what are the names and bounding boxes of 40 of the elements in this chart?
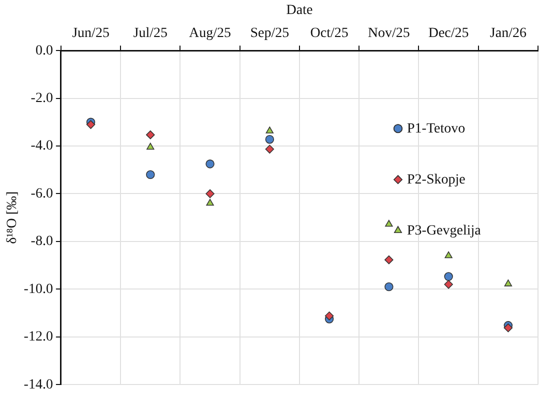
x-tick-label: Jun/25	[72, 26, 110, 41]
x-axis-title: Date	[286, 3, 313, 18]
point	[384, 255, 394, 264]
y-tick-label: -10.0	[24, 282, 53, 297]
y-tick-label: -14.0	[24, 377, 53, 392]
point	[265, 134, 274, 144]
y-tick-label: -12.0	[24, 330, 53, 345]
y-tick-label: -4.0	[30, 138, 53, 154]
legend-label: P1-Tetovo	[407, 121, 466, 136]
point	[206, 160, 214, 168]
point	[324, 311, 334, 320]
point	[146, 170, 155, 180]
x-tick-label: Aug/25	[189, 26, 232, 41]
y-tick-label: 0.0	[35, 43, 53, 58]
point	[444, 251, 452, 258]
y-tick-label: -2.0	[30, 90, 53, 106]
y-tick-label: -8.0	[30, 234, 53, 250]
point	[504, 280, 512, 286]
point	[504, 323, 513, 332]
x-tick-label: Dec/25	[428, 26, 469, 41]
point	[265, 144, 274, 154]
point	[384, 282, 394, 292]
legend-label: P2-Skopje	[407, 172, 466, 188]
point	[146, 130, 155, 140]
point	[266, 126, 274, 134]
x-tick-label: Jul/25	[133, 26, 168, 41]
x-tick-label: Nov/25	[368, 26, 410, 41]
y-axis-title: δ¹⁸O [‰]	[5, 191, 20, 244]
point	[444, 280, 453, 289]
legend-label: P3-Gevgelija	[407, 223, 482, 238]
y-tick-label: -6.0	[30, 186, 53, 202]
x-tick-label: Oct/25	[310, 26, 348, 41]
point	[146, 142, 154, 150]
x-tick-label: Jan/26	[490, 26, 526, 41]
point	[444, 272, 453, 281]
point	[86, 120, 96, 129]
point	[385, 220, 393, 227]
point	[206, 198, 214, 206]
x-tick-label: Sep/25	[250, 26, 290, 41]
point	[206, 189, 214, 198]
